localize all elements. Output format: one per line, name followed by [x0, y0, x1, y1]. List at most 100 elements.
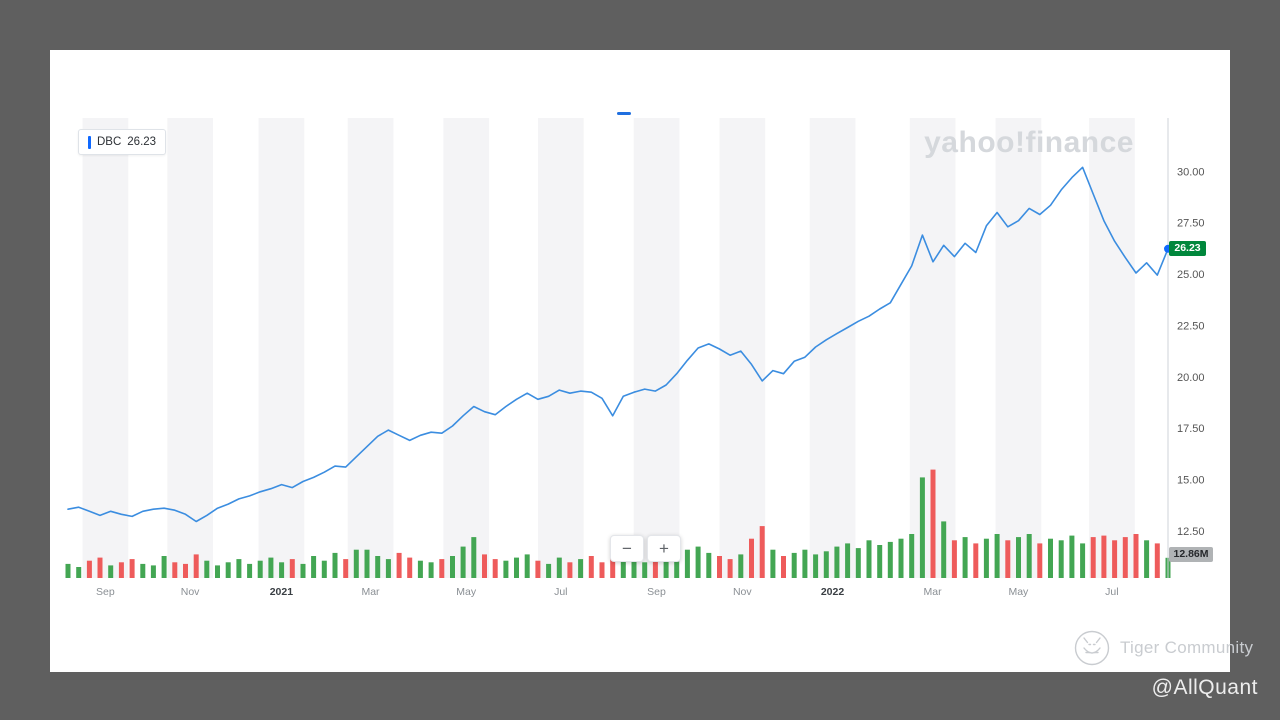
volume-bar	[951, 540, 957, 578]
volume-bar	[1122, 537, 1128, 578]
x-axis-label: Sep	[96, 586, 115, 598]
volume-bar	[887, 541, 893, 578]
x-axis-label: May	[1008, 586, 1029, 598]
credit-handle: @AllQuant	[1151, 676, 1258, 699]
volume-bar	[247, 563, 253, 578]
price-volume-chart[interactable]: 30.00 27.50 25.00 22.50 20.00 17.50 15.00 12.50…	[50, 50, 1230, 672]
volume-bar	[759, 526, 765, 578]
y-axis-label: 30.00	[1177, 166, 1205, 178]
volume-bar	[652, 560, 658, 578]
volume-bar	[161, 556, 167, 578]
x-axis-label: May	[456, 586, 477, 598]
volume-bar	[1037, 543, 1043, 578]
x-axis-label: 2022	[821, 586, 845, 598]
volume-bar	[706, 552, 712, 578]
volume-bar	[150, 565, 156, 578]
x-axis-label: Jul	[554, 586, 567, 598]
volume-bar	[524, 554, 530, 578]
volume-bar	[1090, 537, 1096, 578]
month-stripe	[347, 118, 394, 578]
volume-bar	[994, 534, 1000, 578]
month-stripe	[443, 118, 490, 578]
volume-bar	[631, 559, 637, 578]
range-indicator[interactable]	[617, 112, 631, 115]
volume-bar	[428, 562, 434, 578]
volume-bar	[941, 521, 947, 578]
volume-bar	[439, 559, 445, 578]
volume-bar	[1080, 543, 1086, 578]
volume-bar	[674, 554, 680, 578]
volume-bar	[663, 557, 669, 578]
tiger-community-label: Tiger Community	[1120, 638, 1254, 657]
volume-bar	[471, 537, 477, 578]
y-axis-label: 25.00	[1177, 269, 1205, 281]
legend-color-bar	[88, 135, 91, 149]
volume-bar	[578, 559, 584, 578]
volume-bar	[492, 559, 498, 578]
volume-bar	[450, 556, 455, 578]
volume-bar	[343, 559, 349, 578]
volume-bar	[172, 562, 178, 578]
zoom-in-button[interactable]: +	[647, 535, 681, 562]
volume-bar	[1005, 540, 1011, 578]
volume-bar	[311, 556, 317, 578]
symbol-legend: DBC 26.23	[78, 129, 167, 155]
tiger-logo-icon	[1074, 630, 1110, 666]
volume-bar	[204, 560, 210, 578]
volume-bar	[909, 534, 915, 578]
zoom-controls: − +	[610, 535, 681, 562]
legend-price: 26.23	[127, 136, 157, 148]
volume-bar	[193, 554, 199, 578]
volume-bar	[983, 538, 989, 578]
volume-bar	[257, 560, 263, 578]
x-axis-label: Nov	[181, 586, 200, 598]
volume-bar	[535, 560, 541, 578]
volume-bar	[268, 557, 274, 578]
chart-card: 30.00 27.50 25.00 22.50 20.00 17.50 15.00 12.50…	[50, 50, 1253, 672]
volume-bar	[396, 552, 402, 578]
volume-bar	[866, 540, 872, 578]
volume-bar	[684, 549, 690, 578]
month-stripe	[809, 118, 856, 578]
month-stripe	[82, 118, 129, 578]
volume-bar	[770, 549, 776, 578]
x-axis-label: 2021	[270, 586, 294, 598]
month-stripe	[995, 118, 1042, 578]
price-tag: 26.23	[1169, 241, 1206, 257]
volume-bar	[599, 562, 605, 578]
volume-bar	[834, 546, 840, 578]
month-stripe	[719, 118, 766, 578]
month-stripe	[258, 118, 305, 578]
volume-bar	[300, 563, 306, 578]
volume-bar	[97, 557, 103, 578]
zoom-out-button[interactable]: −	[610, 535, 644, 562]
volume-bar	[1016, 537, 1021, 578]
volume-bar	[1048, 538, 1053, 578]
volume-bar	[1112, 540, 1118, 578]
volume-bar	[482, 554, 487, 578]
volume-tag: 12.86M	[1169, 547, 1213, 562]
tiger-community-watermark: Tiger Community	[1072, 628, 1253, 668]
volume-bar	[556, 557, 562, 578]
volume-bar	[407, 557, 413, 578]
month-stripe	[167, 118, 213, 578]
volume-bar	[215, 565, 220, 578]
volume-bar	[332, 552, 338, 578]
month-stripe	[633, 118, 680, 578]
minus-icon: −	[622, 538, 632, 558]
volume-bar	[791, 552, 797, 578]
volume-bar	[417, 560, 423, 578]
volume-bar	[588, 556, 594, 578]
x-axis-label: Nov	[733, 586, 752, 598]
volume-bar	[1069, 535, 1075, 578]
volume-bar	[289, 559, 295, 578]
volume-bar	[930, 469, 936, 578]
volume-bar	[1026, 534, 1032, 578]
volume-bar	[546, 563, 552, 578]
volume-bar	[813, 554, 819, 578]
volume-bar	[1144, 540, 1150, 578]
volume-bar	[503, 560, 509, 578]
volume-bar	[919, 477, 925, 578]
volume-bar	[279, 562, 285, 578]
